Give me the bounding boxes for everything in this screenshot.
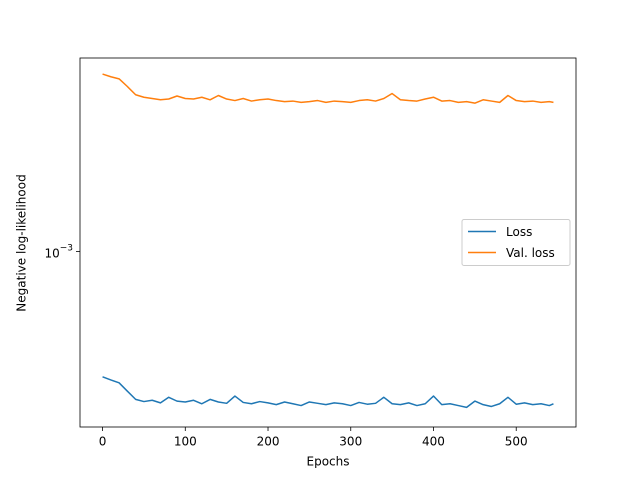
x-tick-label: 400	[422, 435, 445, 449]
y-tick-label: 10−3	[44, 243, 73, 260]
legend-label: Val. loss	[506, 246, 555, 260]
x-tick-label: 0	[99, 435, 107, 449]
x-tick-label: 500	[505, 435, 528, 449]
series-line	[102, 73, 554, 104]
legend-label: Loss	[506, 225, 532, 239]
x-tick-label: 100	[174, 435, 197, 449]
y-tick-base: 10	[44, 246, 59, 260]
axes-frame	[79, 57, 577, 428]
x-tick-label: 200	[257, 435, 280, 449]
x-axis-label: Epochs	[307, 455, 350, 469]
series-line	[102, 376, 554, 409]
y-axis-label: Negative log-likelihood	[15, 174, 29, 311]
y-tick-exponent: −3	[60, 243, 73, 253]
x-tick-label: 300	[339, 435, 362, 449]
